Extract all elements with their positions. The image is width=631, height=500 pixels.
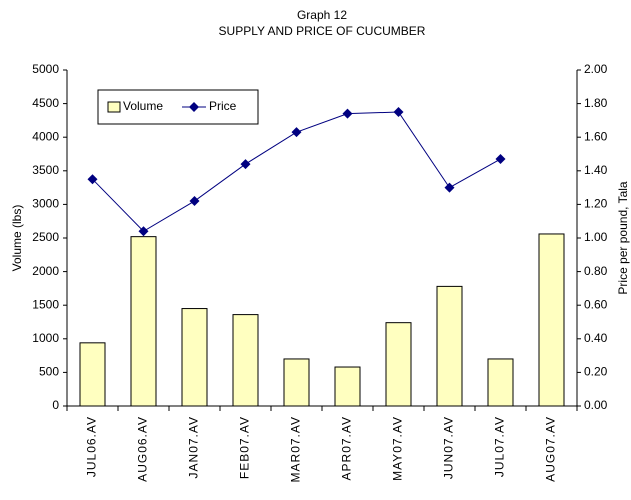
chart-subtitle: SUPPLY AND PRICE OF CUCUMBER	[219, 24, 426, 38]
y-tick-label: 4500	[32, 96, 59, 110]
legend-box	[97, 89, 259, 125]
y2-tick-label: 0.20	[584, 365, 608, 379]
bar	[181, 308, 208, 407]
y2-tick-label: 1.00	[584, 230, 608, 244]
y-tick-label: 2000	[32, 264, 59, 278]
y2-tick-label: 0.00	[584, 398, 608, 412]
x-tick-label: MAR07.AV	[289, 416, 303, 482]
y2-tick-label: 1.80	[584, 96, 608, 110]
y-tick-label: 1500	[32, 297, 59, 311]
y2-tick-label: 0.80	[584, 264, 608, 278]
y-tick-label: 3500	[32, 163, 59, 177]
x-tick-label: AUG07.AV	[544, 416, 558, 482]
bar	[436, 285, 463, 407]
bar	[79, 342, 106, 407]
bar	[130, 236, 157, 407]
y-tick-label: 3000	[32, 197, 59, 211]
price-marker	[87, 174, 98, 185]
bar	[334, 366, 361, 407]
bar	[232, 314, 259, 407]
legend-label: Price	[209, 99, 237, 113]
price-marker	[495, 154, 506, 165]
chart-title: Graph 12	[297, 8, 347, 22]
y-tick-label: 500	[39, 365, 59, 379]
y-tick-label: 4000	[32, 129, 59, 143]
price-marker	[189, 196, 200, 207]
bar	[487, 358, 514, 407]
y2-tick-label: 0.40	[584, 331, 608, 345]
x-tick-label: JAN07.AV	[187, 416, 201, 478]
x-tick-label: FEB07.AV	[238, 416, 252, 479]
legend-swatch	[107, 101, 121, 113]
x-tick-label: MAY07.AV	[391, 416, 405, 481]
y2-tick-label: 1.60	[584, 129, 608, 143]
legend-label: Volume	[123, 99, 163, 113]
y-tick-label: 5000	[32, 62, 59, 76]
price-marker	[393, 107, 404, 117]
price-marker	[444, 182, 455, 193]
y-tick-label: 1000	[32, 331, 59, 345]
bar	[385, 322, 412, 407]
legend-marker	[189, 102, 199, 112]
y2-axis-label: Price per pound, Tala	[616, 181, 630, 295]
y2-tick-label: 1.40	[584, 163, 608, 177]
x-tick-label: AUG06.AV	[136, 416, 150, 482]
price-marker	[240, 159, 251, 170]
price-marker	[138, 226, 149, 237]
x-tick-label: JUL07.AV	[493, 416, 507, 477]
bar	[538, 233, 565, 407]
price-marker	[291, 127, 302, 138]
x-tick-label: APR07.AV	[340, 416, 354, 480]
y2-tick-label: 0.60	[584, 297, 608, 311]
y-tick-label: 0	[52, 398, 59, 412]
price-marker	[342, 108, 353, 119]
y-tick-label: 2500	[32, 230, 59, 244]
x-tick-label: JUL06.AV	[85, 416, 99, 477]
y2-tick-label: 1.20	[584, 197, 608, 211]
bar	[283, 358, 310, 407]
x-tick-label: JUN07.AV	[442, 416, 456, 479]
y-axis-label: Volume (lbs)	[10, 205, 24, 272]
y2-tick-label: 2.00	[584, 62, 608, 76]
